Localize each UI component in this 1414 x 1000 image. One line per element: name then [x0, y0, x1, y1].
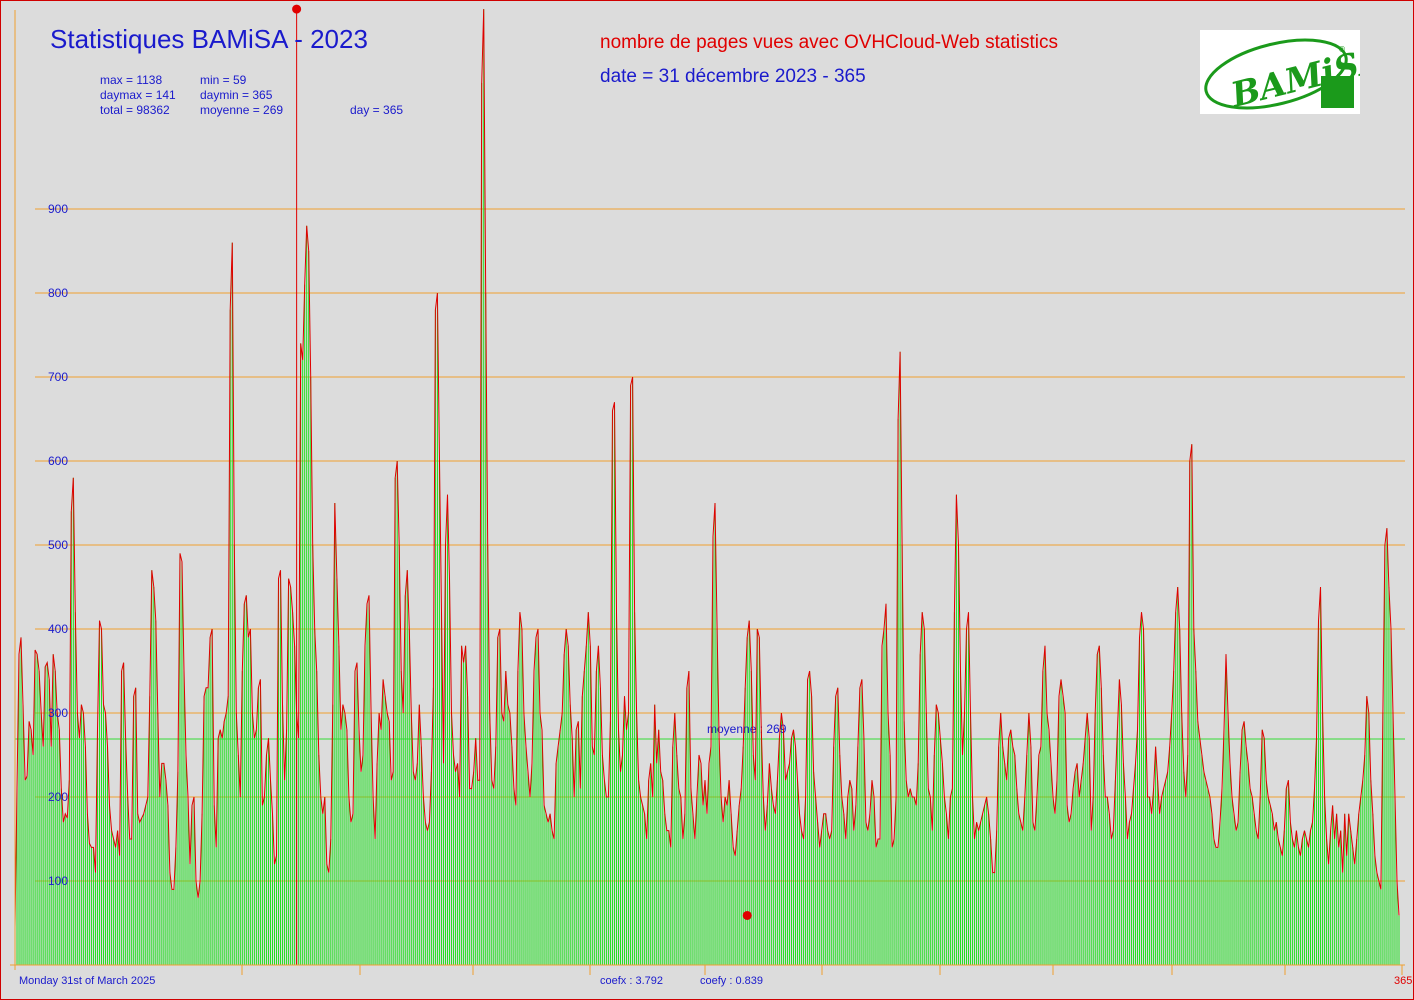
grid-lines — [35, 208, 1405, 882]
bamisa-logo-graphic: BAMiSA ® — [1204, 38, 1389, 116]
mean-line-group: moyenne : 269 — [15, 722, 1405, 740]
y-tick-label-600: 600 — [48, 454, 68, 468]
y-tick-label-400: 400 — [48, 622, 68, 636]
logo-square — [1321, 76, 1354, 108]
last-value-dot — [742, 910, 752, 920]
chart-title: Statistiques BAMiSA - 2023 — [50, 24, 368, 54]
line-series — [14, 4, 1400, 965]
axes — [10, 10, 1405, 975]
y-tick-label-500: 500 — [48, 538, 68, 552]
y-tick-label-200: 200 — [48, 790, 68, 804]
footer-coefy: coefy : 0.839 — [700, 975, 763, 987]
footer-last-day: 365 — [1394, 975, 1413, 987]
bamisa-logo: BAMiSA ® — [1200, 30, 1389, 116]
max-marker-dot — [292, 4, 302, 14]
y-tick-label-800: 800 — [48, 286, 68, 300]
y-tick-label-100: 100 — [48, 874, 68, 888]
stat-min: min = 59 — [200, 73, 247, 87]
footer-date: Monday 31st of March 2025 — [19, 975, 156, 987]
stat-total: total = 98362 — [100, 103, 170, 117]
stat-day: day = 365 — [350, 103, 404, 117]
footer-coefx: coefx : 3.792 — [600, 975, 663, 987]
stat-moyenne: moyenne = 269 — [200, 103, 284, 117]
logo-registered-mark: ® — [1338, 45, 1346, 54]
y-tick-label-900: 900 — [48, 202, 68, 216]
stat-daymin: daymin = 365 — [200, 88, 273, 102]
stat-daymax: daymax = 141 — [100, 88, 176, 102]
bar-series — [14, 9, 1400, 965]
y-tick-label-700: 700 — [48, 370, 68, 384]
y-tick-label-300: 300 — [48, 706, 68, 720]
chart-subtitle: nombre de pages vues avec OVHCloud-Web s… — [600, 32, 1058, 53]
tick-labels: 100 200 300 400 500 600 700 800 900 — [48, 202, 68, 888]
stat-max: max = 1138 — [100, 73, 163, 87]
series-line — [14, 9, 1400, 928]
mean-label: moyenne : 269 — [707, 722, 787, 736]
date-line: date = 31 décembre 2023 - 365 — [600, 66, 866, 87]
